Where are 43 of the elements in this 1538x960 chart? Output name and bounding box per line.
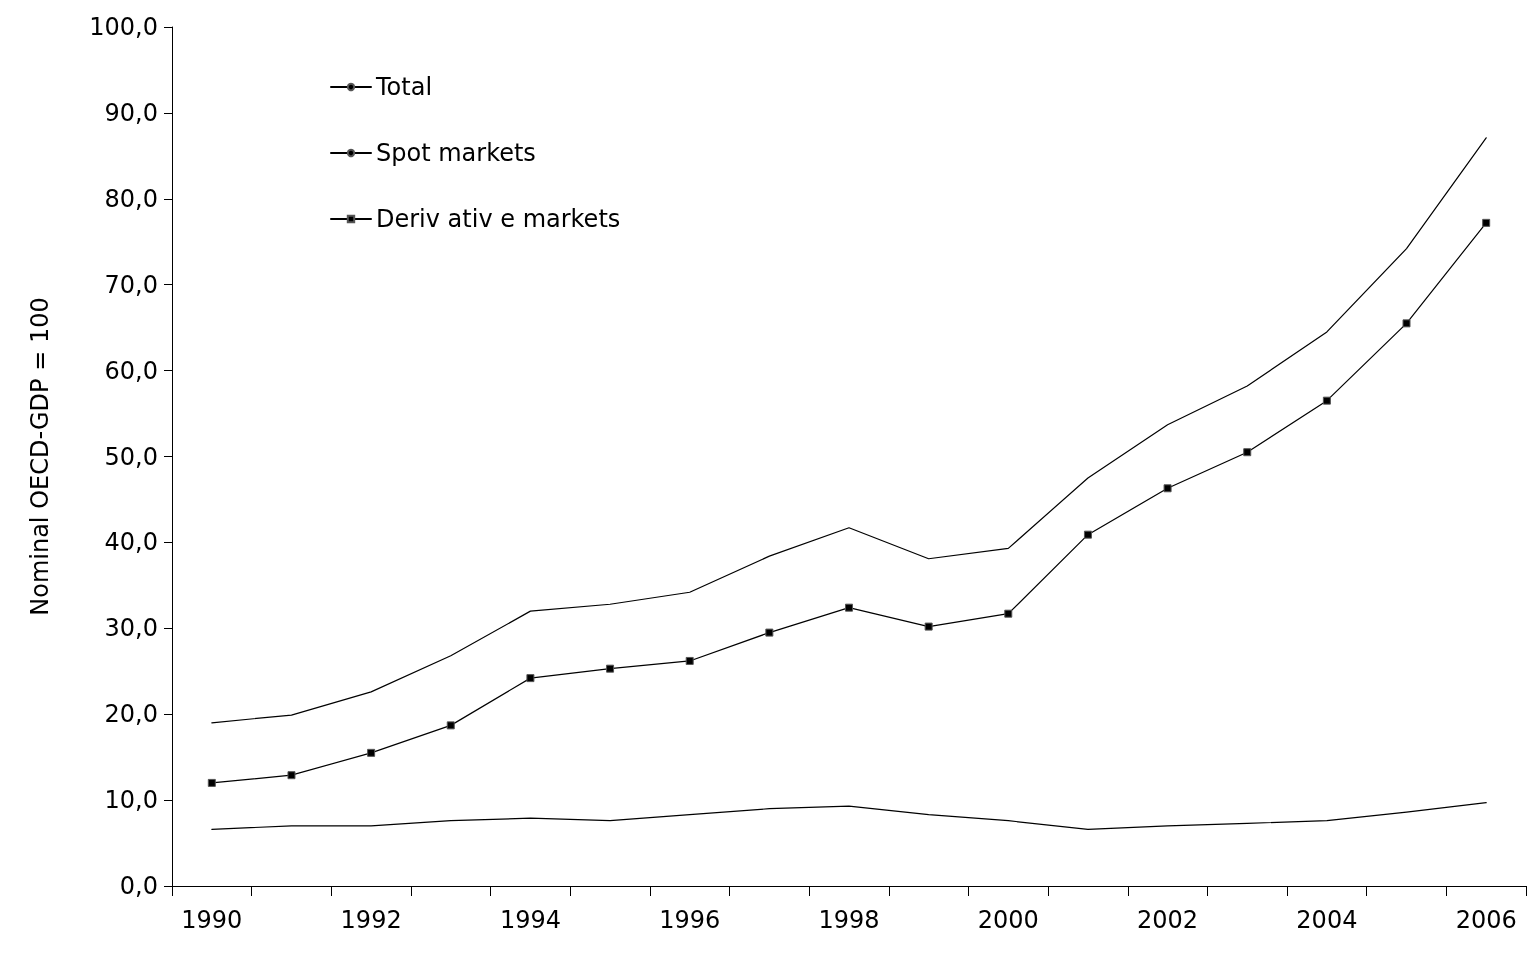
x-tick-label: 1990 [181,906,243,934]
y-tick-label: 0,0 [119,872,158,900]
point [765,628,774,637]
x-tick-label: 2004 [1296,906,1358,934]
point [1482,218,1491,227]
point [1083,530,1092,539]
legend-label: Spot markets [376,139,536,167]
y-tick-label: 30,0 [104,614,158,643]
legend-label: Total [375,73,433,101]
y-tick-label: 60,0 [104,356,158,385]
point [446,721,455,730]
point [287,771,296,780]
y-tick-label: 20,0 [104,700,158,729]
point [606,664,615,673]
line-series [211,802,1487,830]
y-tick-label: 80,0 [104,184,158,213]
x-tick-label: 1998 [818,906,880,934]
point [207,778,216,787]
legend-label: Deriv ativ e markets [376,205,621,233]
point [845,603,853,612]
y-tick-label: 50,0 [104,442,158,471]
point [685,656,694,665]
y-tick-label: 40,0 [104,528,158,557]
y-tick-label: 70,0 [104,270,158,299]
point [1163,484,1172,493]
point [1402,319,1411,328]
point [526,674,535,683]
x-tick-label: 1992 [340,906,402,934]
point [924,622,933,631]
y-tick-label: 100,0 [89,13,158,41]
point [367,748,376,757]
line-series [211,137,1487,724]
x-tick-label: 2002 [1137,906,1199,934]
x-tick-label: 1996 [659,906,721,934]
y-tick-label: 90,0 [104,98,158,127]
point [1004,609,1013,618]
y-tick-label: 10,0 [104,786,158,815]
y-axis-title: Nominal OECD-GDP = 100 [26,297,54,616]
x-tick-label: 2006 [1455,906,1517,934]
x-tick-label: 2000 [977,906,1039,934]
point [1322,396,1331,405]
x-tick-label: 1994 [499,906,561,934]
point [1243,448,1252,457]
